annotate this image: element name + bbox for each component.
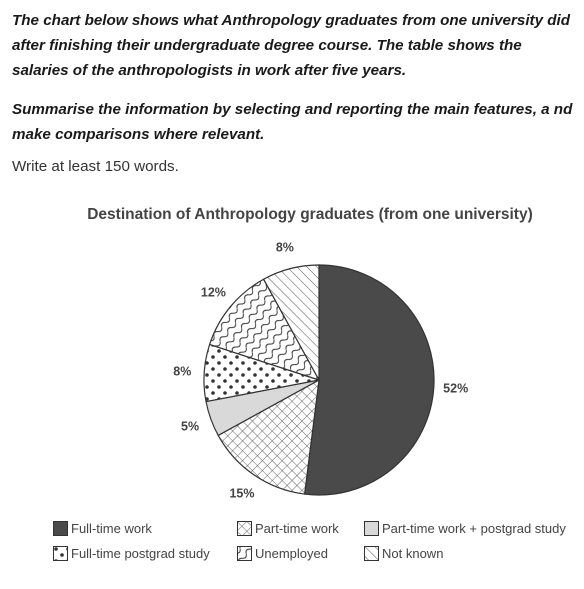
pie-label-part-time-work: 15% [229, 486, 254, 500]
pie-slice-full-time-work [303, 264, 435, 496]
legend-item-unemployed: Unemployed [237, 546, 328, 561]
legend-swatch-part-time-work-postgrad-study [364, 521, 379, 536]
legend-swatch-full-time-work [53, 521, 68, 536]
pie-label-not-known: 8% [276, 240, 294, 254]
task-paragraph-2: Summarise the information by selecting a… [12, 101, 573, 143]
pie-label-unemployed: 12% [201, 286, 226, 300]
legend-label-full-time-work: Full-time work [71, 521, 152, 536]
word-count-instruction: Write at least 150 words. [12, 158, 179, 175]
pie-label-part-time-work-postgrad-study: 5% [181, 419, 199, 433]
legend-swatch-not-known [364, 546, 379, 561]
pie-slices [203, 264, 435, 496]
legend-item-full-time-work: Full-time work [53, 521, 152, 536]
legend-item-part-time-work: Part-time work [237, 521, 339, 536]
legend-label-unemployed: Unemployed [255, 546, 328, 561]
pie-labels: 52% 15% 5% 8% 12% 8% [173, 240, 468, 500]
task-paragraph-1: The chart below shows what Anthropology … [12, 12, 571, 79]
legend-label-part-time-work-postgrad-study: Part-time work + postgrad study [382, 521, 566, 536]
legend-swatch-part-time-work [237, 521, 252, 536]
pie-label-full-time-work: 52% [443, 382, 468, 396]
pie-slice-unemployed [208, 278, 321, 382]
pie-label-full-time-postgrad-study: 8% [173, 364, 191, 378]
legend-swatch-unemployed [237, 546, 252, 561]
legend-item-full-time-postgrad-study: Full-time postgrad study [53, 546, 210, 561]
legend-label-full-time-postgrad-study: Full-time postgrad study [71, 546, 210, 561]
pie-slice-not-known [262, 264, 320, 381]
legend-label-part-time-work: Part-time work [255, 521, 339, 536]
pie-slice-part-time-work [217, 378, 320, 495]
legend-item-not-known: Not known [364, 546, 443, 561]
legend-label-not-known: Not known [382, 546, 444, 561]
legend-item-part-time-work-postgrad-study: Part-time work + postgrad study [364, 521, 566, 536]
chart-title: Destination of Anthropology graduates (f… [87, 206, 533, 223]
legend-swatch-full-time-postgrad-study [53, 546, 68, 561]
